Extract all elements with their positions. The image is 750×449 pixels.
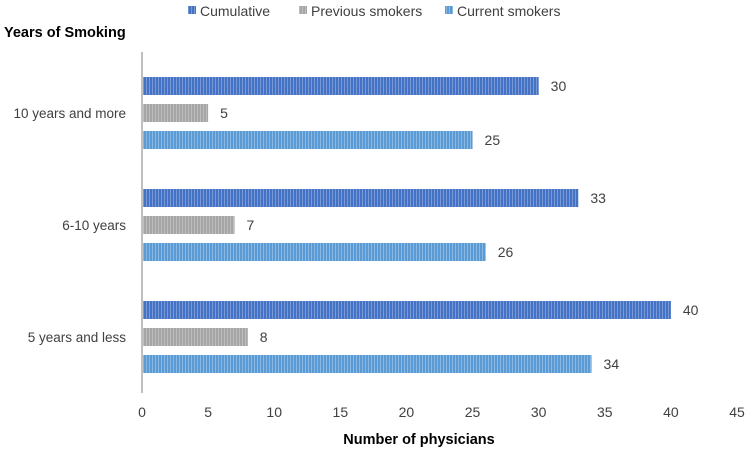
legend-label: Previous smokers <box>311 3 422 19</box>
x-tick-label: 30 <box>531 404 547 420</box>
legend-swatch <box>299 6 307 14</box>
data-label: 5 <box>220 105 228 121</box>
bar-cumulative <box>142 301 671 319</box>
x-axis-ticks: 0 5 10 15 20 25 30 35 40 45 <box>138 404 745 420</box>
category-labels: 10 years and more 6-10 years 5 years and l… <box>13 106 126 345</box>
bars: 30 5 25 33 7 26 40 8 34 <box>142 77 699 373</box>
bar-cumulative <box>142 189 579 207</box>
x-tick-label: 5 <box>204 404 212 420</box>
data-label: 25 <box>485 132 501 148</box>
legend-swatch <box>188 6 196 14</box>
data-label: 34 <box>604 356 620 372</box>
data-label: 26 <box>498 244 514 260</box>
x-tick-label: 20 <box>399 404 415 420</box>
x-axis-title: Number of physicians <box>343 432 494 448</box>
bar-previous-smokers <box>142 216 235 234</box>
x-tick-label: 25 <box>465 404 481 420</box>
x-tick-label: 10 <box>266 404 282 420</box>
bar-current-smokers <box>142 131 473 149</box>
data-label: 7 <box>247 217 255 233</box>
bar-previous-smokers <box>142 328 248 346</box>
legend-label: Cumulative <box>200 3 270 19</box>
category-label: 5 years and less <box>28 330 127 345</box>
y-axis-title: Years of Smoking <box>4 25 126 41</box>
x-tick-label: 0 <box>138 404 146 420</box>
legend-swatch <box>445 6 453 14</box>
bar-cumulative <box>142 77 539 95</box>
data-label: 8 <box>260 329 268 345</box>
x-tick-label: 45 <box>729 404 745 420</box>
x-tick-label: 15 <box>333 404 349 420</box>
x-tick-label: 35 <box>597 404 613 420</box>
category-label: 10 years and more <box>13 106 126 121</box>
bar-previous-smokers <box>142 104 209 122</box>
legend: Cumulative Previous smokers Current smoker… <box>188 3 560 19</box>
data-label: 30 <box>551 78 567 94</box>
category-label: 6-10 years <box>62 218 126 233</box>
data-label: 33 <box>590 190 606 206</box>
legend-label: Current smokers <box>457 3 560 19</box>
x-tick-label: 40 <box>663 404 679 420</box>
bar-current-smokers <box>142 355 592 373</box>
data-label: 40 <box>683 302 699 318</box>
bar-current-smokers <box>142 243 486 261</box>
